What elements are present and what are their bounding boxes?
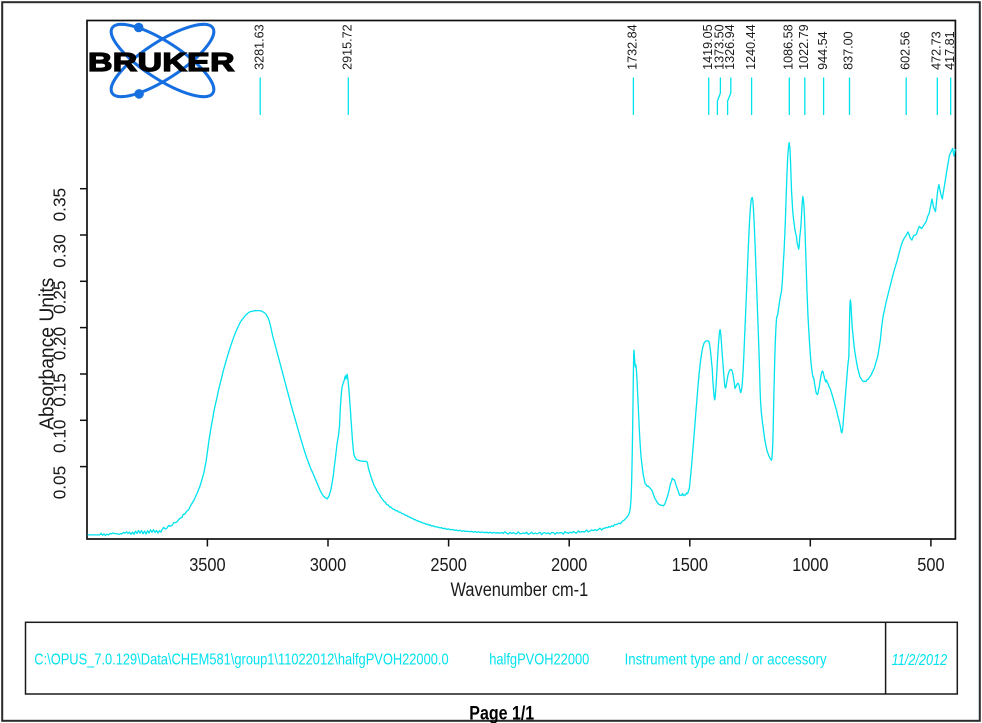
svg-text:BRUKER: BRUKER xyxy=(88,48,235,76)
svg-text:Wavenumber cm-1: Wavenumber cm-1 xyxy=(451,579,589,601)
svg-text:0.20: 0.20 xyxy=(49,327,69,361)
svg-text:Page 1/1: Page 1/1 xyxy=(469,702,534,723)
svg-text:11/2/2012: 11/2/2012 xyxy=(892,652,948,669)
svg-text:837.00: 837.00 xyxy=(842,31,856,70)
svg-text:472.73: 472.73 xyxy=(930,31,944,70)
svg-text:1326.94: 1326.94 xyxy=(723,24,737,70)
svg-text:C:\OPUS_7.0.129\Data\CHEM581\g: C:\OPUS_7.0.129\Data\CHEM581\group1\1102… xyxy=(34,651,448,668)
svg-text:417.81: 417.81 xyxy=(943,31,957,70)
svg-text:2000: 2000 xyxy=(551,554,587,575)
svg-text:0.10: 0.10 xyxy=(49,420,69,454)
svg-text:0.30: 0.30 xyxy=(49,234,69,268)
svg-text:2915.72: 2915.72 xyxy=(341,24,355,70)
svg-text:2500: 2500 xyxy=(430,554,466,575)
svg-text:944.54: 944.54 xyxy=(816,31,830,70)
svg-text:1022.79: 1022.79 xyxy=(797,24,811,70)
svg-text:602.56: 602.56 xyxy=(898,31,912,70)
svg-text:0.25: 0.25 xyxy=(49,281,69,315)
svg-text:halfgPVOH22000: halfgPVOH22000 xyxy=(489,651,589,668)
svg-text:3281.63: 3281.63 xyxy=(252,24,266,70)
svg-text:500: 500 xyxy=(917,554,944,575)
svg-text:1000: 1000 xyxy=(792,554,828,575)
svg-text:0.05: 0.05 xyxy=(49,466,69,500)
svg-text:3000: 3000 xyxy=(310,554,346,575)
svg-text:3500: 3500 xyxy=(189,554,225,575)
svg-text:1732.84: 1732.84 xyxy=(626,24,640,70)
svg-text:0.35: 0.35 xyxy=(49,188,69,222)
svg-text:1419.05: 1419.05 xyxy=(701,24,715,70)
svg-text:1500: 1500 xyxy=(672,554,708,575)
svg-text:Absorbance Units: Absorbance Units xyxy=(36,278,58,430)
svg-text:1086.58: 1086.58 xyxy=(782,24,796,70)
svg-text:1373.50: 1373.50 xyxy=(713,24,727,70)
svg-text:0.15: 0.15 xyxy=(49,373,69,407)
svg-text:1240.44: 1240.44 xyxy=(744,24,758,70)
svg-text:Instrument type and / or acces: Instrument type and / or accessory xyxy=(625,651,828,668)
